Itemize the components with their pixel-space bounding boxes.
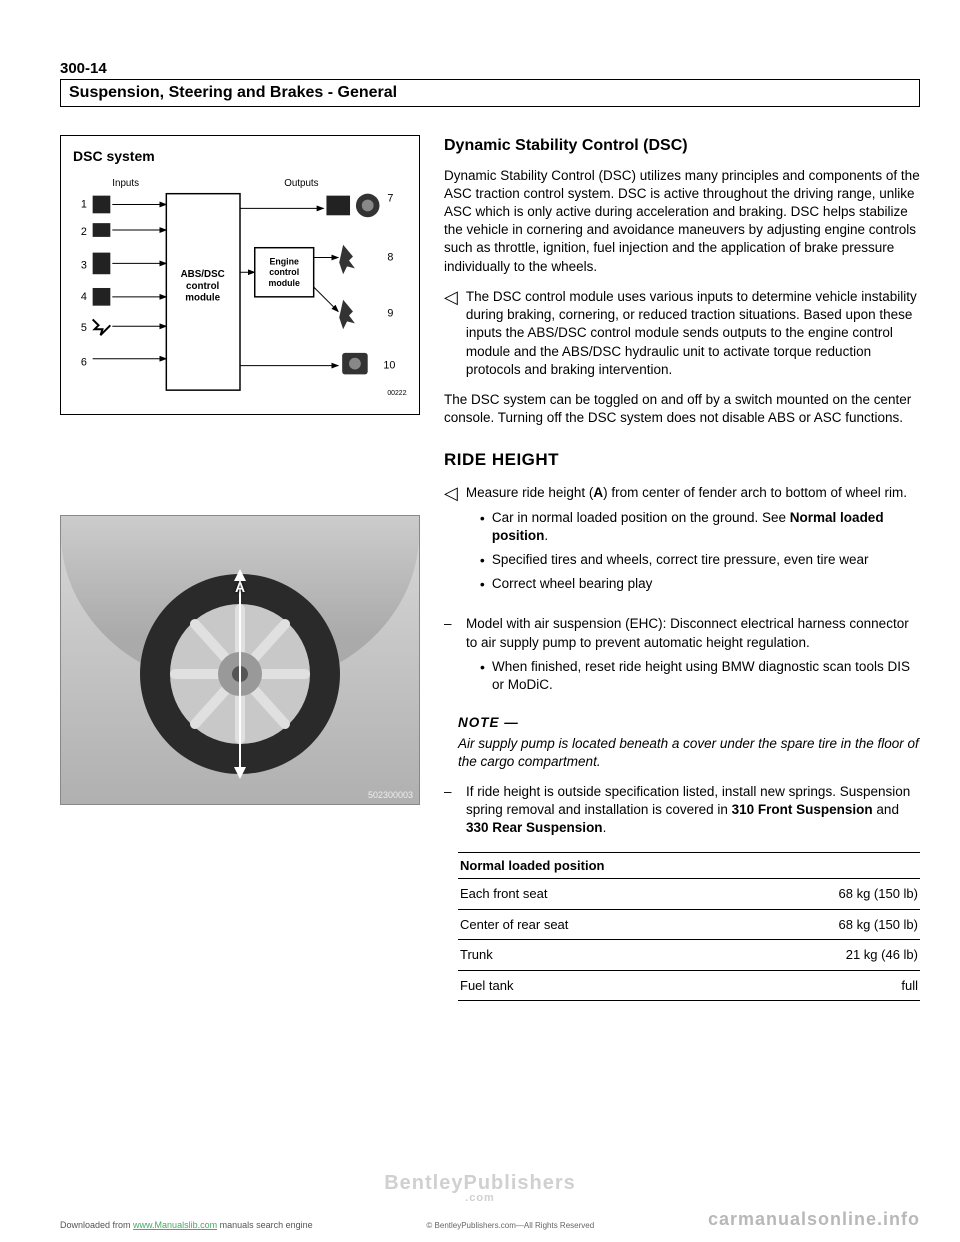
table-row: Fuel tankfull (458, 970, 920, 1001)
page-footer: Downloaded from www.Manualslib.com manua… (60, 1209, 920, 1230)
svg-text:0022229: 0022229 (387, 390, 407, 397)
footer-left: Downloaded from www.Manualslib.com manua… (60, 1220, 313, 1230)
list-item: Car in normal loaded position on the gro… (480, 509, 920, 545)
svg-text:control: control (269, 267, 299, 277)
svg-text:control: control (186, 281, 220, 292)
section-header: Suspension, Steering and Brakes - Genera… (60, 79, 920, 107)
table-title: Normal loaded position (458, 852, 920, 880)
photo-figure-id: 502300003 (368, 790, 413, 800)
svg-text:2: 2 (81, 226, 87, 238)
load-table-wrap: Normal loaded position Each front seat68… (444, 852, 920, 1002)
inputs-label: Inputs (112, 178, 139, 189)
note-label: NOTE — (458, 715, 519, 730)
list-item: Specified tires and wheels, correct tire… (480, 551, 920, 569)
svg-text:module: module (185, 293, 220, 304)
ride-intro-a: A (593, 485, 603, 500)
dsc-callout-text: The DSC control module uses various inpu… (466, 288, 920, 379)
ride-bullets-1: Car in normal loaded position on the gro… (466, 509, 920, 594)
note-block: NOTE — Air supply pump is located beneat… (458, 714, 920, 771)
ride-bullets-2: When finished, reset ride height using B… (466, 658, 920, 694)
svg-text:4: 4 (81, 291, 87, 303)
table-row: Center of rear seat68 kg (150 lb) (458, 909, 920, 940)
load-table: Each front seat68 kg (150 lb) Center of … (458, 879, 920, 1001)
ride-callout: ◁ Measure ride height (A) from center of… (444, 484, 920, 603)
dsc-callout: ◁ The DSC control module uses various in… (444, 288, 920, 379)
callout-arrow-icon: ◁ (444, 288, 458, 379)
ride-intro-post: ) from center of fender arch to bottom o… (603, 485, 907, 500)
note-text: Air supply pump is located beneath a cov… (458, 735, 920, 771)
diagram-svg: Inputs Outputs ABS/DSC control module En… (73, 172, 407, 402)
table-row: Each front seat68 kg (150 lb) (458, 879, 920, 909)
svg-text:8: 8 (387, 251, 393, 263)
ride-intro-pre: Measure ride height ( (466, 485, 594, 500)
watermark: BentleyPublishers .com (384, 1173, 576, 1204)
svg-text:1: 1 (81, 198, 87, 210)
svg-text:7: 7 (387, 193, 393, 205)
dash-item-springs: – If ride height is outside specificatio… (444, 783, 920, 838)
svg-text:ABS/DSC: ABS/DSC (181, 269, 225, 280)
page-number: 300-14 (60, 60, 920, 77)
dsc-heading: Dynamic Stability Control (DSC) (444, 135, 920, 157)
input-icons: 1 2 3 4 5 6 (81, 196, 166, 369)
table-row: Trunk21 kg (46 lb) (458, 940, 920, 971)
svg-text:Engine: Engine (269, 256, 299, 266)
footer-center: © BentleyPublishers.com—All Rights Reser… (426, 1221, 594, 1230)
list-item: Correct wheel bearing play (480, 575, 920, 593)
ride-height-heading: RIDE HEIGHT (444, 449, 920, 472)
dash1-text: Model with air suspension (EHC): Disconn… (466, 616, 909, 649)
svg-text:5: 5 (81, 322, 87, 334)
output-icons: 7 8 9 10 (240, 193, 395, 375)
dash-item-ehc: – Model with air suspension (EHC): Disco… (444, 615, 920, 704)
svg-text:9: 9 (387, 307, 393, 319)
svg-text:6: 6 (81, 357, 87, 369)
outputs-label: Outputs (284, 178, 318, 189)
dsc-system-diagram: DSC system Inputs Outputs ABS/DSC contro… (60, 135, 420, 415)
ride-height-photo: A 502300003 (60, 515, 420, 805)
dsc-para1: Dynamic Stability Control (DSC) utilizes… (444, 167, 920, 276)
svg-text:3: 3 (81, 259, 87, 271)
callout-arrow-icon: ◁ (444, 484, 458, 603)
svg-text:module: module (269, 278, 300, 288)
list-item: When finished, reset ride height using B… (480, 658, 920, 694)
footer-right: carmanualsonline.info (708, 1209, 920, 1230)
svg-text:10: 10 (383, 360, 395, 372)
measurement-label-a: A (235, 579, 245, 595)
dsc-para2: The DSC system can be toggled on and off… (444, 391, 920, 427)
diagram-title: DSC system (73, 148, 407, 164)
manualslib-link[interactable]: www.Manualslib.com (133, 1220, 217, 1230)
